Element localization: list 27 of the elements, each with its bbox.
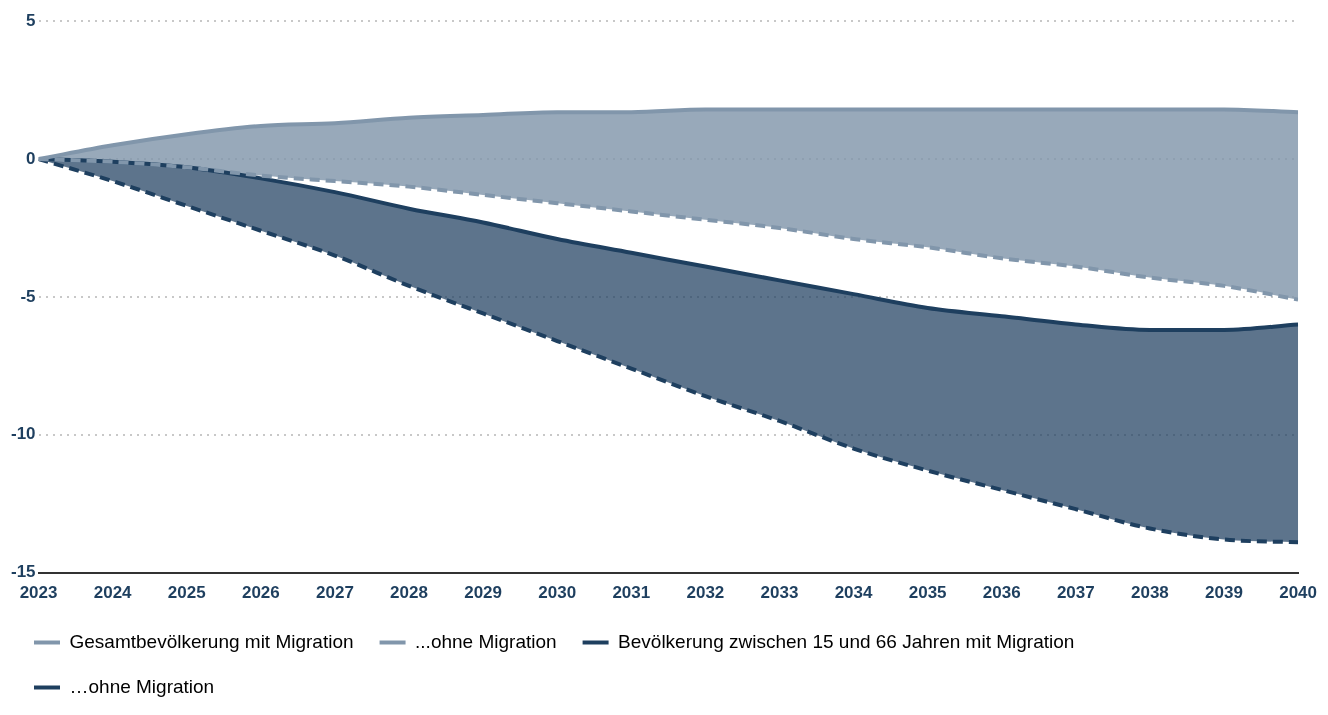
legend-label: …ohne Migration [69,675,215,697]
x-tick-label: 2039 [1205,583,1243,603]
x-tick-label: 2031 [612,583,651,603]
x-tick-label: 2033 [760,583,799,603]
x-tick-label: 2029 [464,583,503,603]
y-tick-label: -10 [10,424,36,444]
x-tick-label: 2038 [1131,583,1169,603]
x-tick-label: 2025 [167,583,206,603]
x-tick-label: 2023 [19,583,58,603]
x-tick-label: 2024 [93,583,133,603]
legend-label: Bevölkerung zwischen 15 und 66 Jahren mit Migration [618,630,1075,652]
x-tick-label: 2026 [241,583,280,603]
y-tick-label: -5 [20,286,36,306]
y-tick-label: 5 [26,10,36,30]
x-tick-label: 2028 [390,583,428,603]
x-tick-label: 2032 [686,583,725,603]
x-tick-label: 2035 [908,583,947,603]
x-tick-label: 2027 [316,583,354,603]
x-tick-label: 2040 [1279,583,1317,603]
x-tick-label: 2030 [538,583,577,603]
legend-label: ...ohne Migration [415,630,557,652]
y-tick-label: 0 [26,148,36,168]
x-tick-label: 2034 [834,583,873,603]
y-tick-label: -15 [10,562,36,582]
x-tick-label: 2036 [982,583,1021,603]
legend-label: Gesamtbevölkerung mit Migration [69,630,354,652]
x-tick-label: 2037 [1056,583,1095,603]
